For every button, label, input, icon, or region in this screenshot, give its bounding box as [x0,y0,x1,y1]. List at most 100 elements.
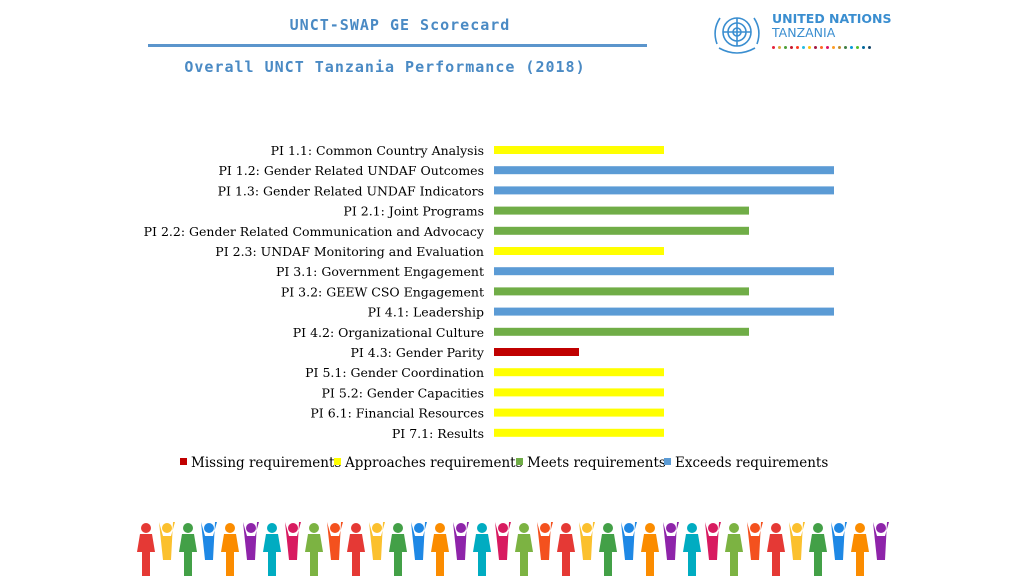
bar [494,428,664,437]
bar [494,327,749,336]
person-figure-icon [327,522,343,560]
bar [494,226,749,235]
category-label: PI 1.3: Gender Related UNDAF Indicators [218,183,484,198]
person-figure-icon [243,522,259,560]
sdg-dot [814,46,817,49]
person-figure-icon [285,522,301,560]
category-label: PI 3.2: GEEW CSO Engagement [281,284,484,299]
category-label: PI 3.1: Government Engagement [276,264,484,279]
person-figure-icon [831,522,847,560]
category-label: PI 2.1: Joint Programs [343,204,484,219]
bar [494,206,749,215]
sdg-dot [772,46,775,49]
person-figure-icon [599,523,617,576]
legend-label: Meets requirements [527,455,666,471]
person-figure-icon [515,523,533,576]
category-label: PI 4.2: Organizational Culture [293,325,484,340]
sdg-dot [850,46,853,49]
legend-swatch [664,458,671,465]
category-label: PI 2.3: UNDAF Monitoring and Evaluation [215,244,484,259]
bar [494,166,834,175]
person-figure-icon [537,522,553,560]
person-figure-icon [621,522,637,560]
person-figure-icon [263,523,281,576]
bar [494,247,664,255]
bar [494,368,664,377]
person-figure-icon [347,523,365,576]
sdg-dot [868,46,871,49]
person-figure-icon [663,522,679,560]
bar [494,267,834,276]
sdg-dot [862,46,865,49]
category-label: PI 4.1: Leadership [368,305,484,320]
sdg-dot [832,46,835,49]
person-figure-icon [747,522,763,560]
sdg-dot [802,46,805,49]
sdg-dot [856,46,859,49]
legend-swatch [516,458,523,465]
category-label: PI 1.2: Gender Related UNDAF Outcomes [218,163,484,178]
bar [494,287,749,296]
person-figure-icon [411,522,427,560]
person-figure-icon [873,522,889,560]
category-label: PI 6.1: Financial Resources [310,406,484,421]
person-figure-icon [369,522,385,560]
title-divider [148,44,647,47]
legend-label: Exceeds requirements [675,455,828,471]
legend-label: Approaches requirements [344,455,523,471]
un-logo-line1: UNITED NATIONS [772,11,892,26]
person-figure-icon [137,523,155,576]
person-figure-icon [221,523,239,576]
sdg-dot [820,46,823,49]
bar [494,388,664,397]
sdg-dot [838,46,841,49]
person-figure-icon [641,523,659,576]
person-figure-icon [305,523,323,576]
performance-chart: PI 1.1: Common Country Analysis PI 1.2: G… [144,143,834,471]
sdg-color-dots [772,46,871,49]
bar [494,146,664,154]
person-figure-icon [453,522,469,560]
person-figure-icon [431,523,449,576]
page-subtitle: Overall UNCT Tanzania Performance (2018) [184,58,586,76]
bar [494,186,834,195]
category-label: PI 5.1: Gender Coordination [305,365,484,380]
person-figure-icon [389,523,407,576]
person-figure-icon [201,522,217,560]
category-label: PI 1.1: Common Country Analysis [271,143,484,158]
sdg-dot [778,46,781,49]
sdg-dot [844,46,847,49]
person-figure-icon [179,523,197,576]
person-figure-icon [851,523,869,576]
sdg-dot [808,46,811,49]
bar [494,408,664,417]
legend-label: Missing requirements [191,455,341,471]
person-figure-icon [473,523,491,576]
sdg-dot [784,46,787,49]
person-figure-icon [683,523,701,576]
category-label: PI 7.1: Results [392,426,484,441]
sdg-dot [796,46,799,49]
person-figure-icon [495,522,511,560]
un-emblem-icon [714,17,760,54]
person-figure-icon [789,522,805,560]
category-label: PI 5.2: Gender Capacities [322,385,484,400]
people-banner [137,522,889,576]
person-figure-icon [557,523,575,576]
legend-swatch [334,458,341,465]
category-label: PI 4.3: Gender Parity [350,345,484,360]
person-figure-icon [705,522,721,560]
un-logo-line2: TANZANIA [772,25,836,40]
person-figure-icon [159,522,175,560]
bar [494,307,834,316]
person-figure-icon [579,522,595,560]
person-figure-icon [725,523,743,576]
legend-swatch [180,458,187,465]
un-logo-text: UNITED NATIONS TANZANIA [772,12,892,40]
category-label: PI 2.2: Gender Related Communication and… [144,224,485,239]
bar [494,348,579,356]
person-figure-icon [767,523,785,576]
page-title: UNCT-SWAP GE Scorecard [289,16,511,34]
person-figure-icon [809,523,827,576]
sdg-dot [826,46,829,49]
